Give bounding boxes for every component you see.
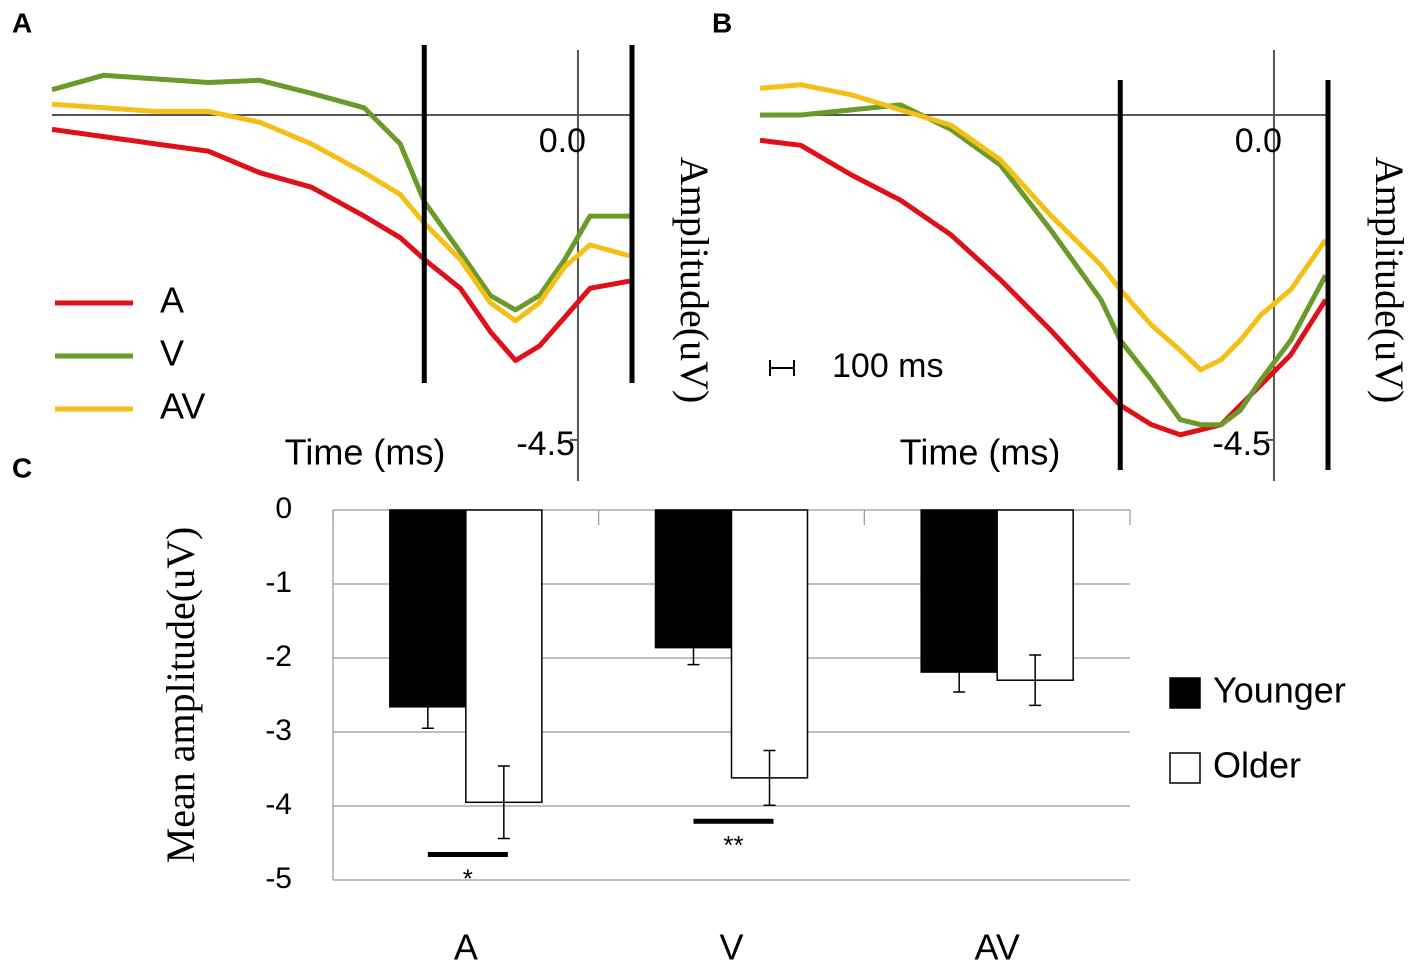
series-line — [51, 101, 631, 324]
legend-label: V — [160, 333, 184, 374]
error-bar — [1029, 654, 1042, 707]
y-tick-label: -2 — [265, 640, 292, 673]
legend-label: Younger — [1213, 670, 1346, 711]
bar — [465, 509, 543, 804]
y-tick-label: -1 — [265, 566, 292, 599]
bar — [654, 509, 733, 649]
series-line — [51, 72, 630, 313]
bar — [389, 509, 467, 708]
y-axis-label: Mean amplitude(uV) — [158, 527, 203, 864]
y-tick-label: 0.0 — [539, 122, 586, 160]
x-tick-label: V — [719, 927, 743, 968]
legend-label: A — [160, 280, 184, 321]
error-bar — [421, 684, 434, 730]
series-line — [759, 137, 1328, 438]
significance-label: * — [463, 863, 473, 893]
y-tick-label: -4 — [265, 788, 292, 821]
legend-swatch — [1169, 677, 1201, 709]
bar — [996, 509, 1074, 681]
panel-label: C — [12, 452, 32, 483]
legend-swatch — [1169, 752, 1201, 784]
series-line — [51, 126, 631, 363]
error-bar — [687, 629, 700, 666]
y-tick-label: -4.5 — [516, 425, 575, 463]
legend-label: AV — [160, 386, 205, 427]
significance-label: ** — [723, 830, 743, 860]
y-tick-label: 0 — [275, 492, 292, 525]
panel-label: B — [712, 7, 732, 38]
error-bar — [497, 765, 510, 840]
y-axis-label: Amplitude(uV) — [672, 157, 717, 404]
y-tick-label: -3 — [265, 714, 292, 747]
bar — [730, 509, 809, 779]
scale-bar — [769, 360, 796, 376]
y-tick-label: -4.5 — [1212, 425, 1271, 463]
scale-bar-label: 100 ms — [832, 347, 944, 385]
x-axis-label: Time (ms) — [900, 432, 1061, 473]
x-tick-label: AV — [974, 927, 1019, 968]
x-axis-label: Time (ms) — [285, 432, 446, 473]
error-bar — [953, 651, 966, 693]
panel-label: A — [12, 7, 32, 38]
y-tick-label: -5 — [265, 862, 292, 895]
y-tick-label: 0.0 — [1235, 122, 1282, 160]
bar — [920, 509, 998, 673]
error-bar — [763, 749, 776, 807]
legend-label: Older — [1213, 745, 1301, 786]
y-axis-label: Amplitude(uV) — [1367, 157, 1412, 404]
x-tick-label: A — [454, 927, 478, 968]
